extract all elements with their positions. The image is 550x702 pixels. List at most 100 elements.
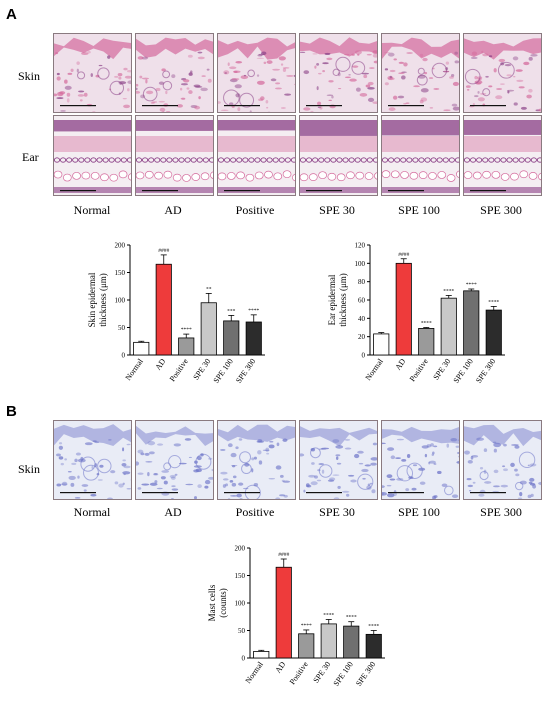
skin-chart-ytick-label: 50: [118, 324, 126, 332]
ear-chart-ytick-label: 40: [358, 315, 366, 323]
mast-chart-ylabel-line2: (counts): [218, 588, 228, 618]
mast-chart-bar-spe100: [343, 625, 360, 659]
ear-chart-ytick-label: 100: [355, 260, 366, 268]
mast-chart-bar-normal: [253, 651, 270, 659]
mast-chart-xtick-positive: Positive: [288, 660, 310, 687]
skin-chart-ytick-label: 100: [115, 297, 126, 305]
ear-chart-sig-positive: ****: [421, 321, 432, 327]
skin-he-image-spe30: [299, 33, 378, 113]
mast-chart-ytick-label: 200: [235, 545, 246, 553]
ear-chart-bar-spe30: [440, 297, 457, 356]
skin-chart-ytick-label: 0: [122, 352, 126, 360]
ear-chart-sig-ad: ####: [398, 252, 409, 258]
mast-chart-sig-spe300: ****: [368, 624, 379, 630]
skin-he-image-positive: [217, 33, 296, 113]
mast-chart-sig-spe100: ****: [346, 615, 357, 621]
ear-chart-xtick-spe100: SPE 100: [452, 357, 475, 385]
mast-chart-ylabel: Mast cells (counts): [207, 584, 228, 621]
ear-chart-bar-normal: [373, 333, 390, 356]
ear-chart-bar-spe100: [463, 290, 480, 356]
row-label-ear: Ear: [22, 150, 39, 164]
mast-chart-ytick-label: 0: [242, 655, 246, 663]
skin-chart-ylabel-line1: Skin epidermal: [87, 272, 97, 327]
mast-chart-xtick-spe100: SPE 100: [332, 660, 355, 688]
skin-tb-image-spe100: [381, 420, 460, 500]
mast-cells-chart: 0 50 100 150 200 Mast cells (counts) Normal ####…: [207, 545, 385, 688]
skin-chart-sig-ad: ####: [158, 248, 169, 254]
mast-chart-sig-ad: ####: [278, 552, 289, 558]
ear-he-image-spe300: [463, 115, 542, 196]
ear-he-image-ad: [135, 115, 214, 196]
skin-chart-bar-positive: [178, 337, 195, 356]
skin-chart-bar-ad: [155, 263, 172, 356]
ear-chart-ytick-label: 60: [358, 297, 366, 305]
skin-chart-bar-spe30: [200, 302, 217, 356]
col-label-spe100: SPE 100: [398, 203, 440, 217]
skin-chart-sig-positive: ****: [181, 327, 192, 333]
skin-chart-bar-normal: [133, 341, 150, 356]
col-label-positive: Positive: [235, 203, 275, 217]
skin-chart-ylabel: Skin epidermal thickness (μm): [87, 272, 108, 327]
skin-chart-sig-spe100: ***: [227, 308, 236, 314]
mast-chart-xtick-ad: AD: [273, 660, 287, 675]
ear-chart-sig-spe30: ****: [443, 288, 454, 294]
ear-chart-ytick-label: 0: [362, 352, 366, 360]
mast-chart-ylabel-line1: Mast cells: [207, 584, 217, 621]
row-label-skin: Skin: [18, 69, 41, 83]
ear-chart-ylabel: Ear epidermal thickness (μm): [327, 273, 348, 327]
ear-chart-xtick-normal: Normal: [363, 356, 385, 382]
mast-chart-ytick-label: 50: [238, 627, 246, 635]
skin-chart-xtick-spe30: SPE 30: [191, 357, 212, 382]
ear-chart-xtick-ad: AD: [393, 357, 407, 372]
mast-chart-bar-spe300: [365, 633, 382, 659]
skin-he-image-spe300: [463, 33, 542, 113]
ear-chart-ylabel-line2: thickness (μm): [338, 273, 348, 327]
ear-chart-xtick-spe30: SPE 30: [431, 357, 452, 382]
col-label-ad: AD: [164, 203, 182, 217]
skin-chart-xtick-spe100: SPE 100: [212, 357, 235, 385]
skin-chart-xtick-ad: AD: [153, 357, 167, 372]
panel-label-a: A: [6, 6, 17, 23]
skin-tb-image-spe30: [299, 420, 378, 500]
skin-chart-ylabel-line2: thickness (μm): [98, 273, 108, 327]
skin-chart-ytick-label: 150: [115, 269, 126, 277]
ear-chart-xtick-positive: Positive: [408, 357, 430, 384]
skin-chart-xtick-normal: Normal: [123, 356, 145, 382]
ear-he-image-spe30: [299, 115, 378, 196]
ear-chart-bar-ad: [395, 262, 412, 356]
ear-chart-ytick-label: 20: [358, 333, 366, 341]
skin-tb-image-spe300: [463, 420, 542, 500]
row-label-skin-b: Skin: [18, 462, 41, 476]
skin-chart-bar-spe100: [223, 320, 240, 356]
mast-chart-sig-spe30: ****: [323, 613, 334, 619]
ear-chart-xtick-spe300: SPE 300: [474, 357, 497, 385]
ear-chart-ytick-label: 80: [358, 278, 366, 286]
skin-he-image-normal: [53, 33, 132, 113]
col-label-b-normal: Normal: [73, 505, 111, 519]
mast-chart-ytick-label: 100: [235, 600, 246, 608]
mast-chart-bar-positive: [298, 633, 315, 659]
skin-chart-bar-spe300: [245, 321, 262, 356]
skin-chart-xtick-spe300: SPE 300: [234, 357, 257, 385]
col-label-normal: Normal: [73, 203, 111, 217]
mast-chart-xtick-spe30: SPE 30: [311, 660, 332, 685]
mast-chart-bar-spe30: [320, 623, 337, 659]
skin-tb-image-positive: [217, 420, 296, 500]
ear-chart-bar-positive: [418, 328, 435, 356]
ear-chart-ytick-label: 120: [355, 242, 366, 250]
col-label-b-spe300: SPE 300: [480, 505, 522, 519]
ear-chart-bar-spe300: [485, 309, 502, 356]
mast-chart-sig-positive: ****: [301, 623, 312, 629]
mast-chart-ytick-label: 150: [235, 572, 246, 580]
skin-chart-sig-spe30: **: [206, 286, 212, 292]
ear-he-image-positive: [217, 115, 296, 196]
skin-chart-xtick-positive: Positive: [168, 357, 190, 384]
col-label-b-positive: Positive: [235, 505, 275, 519]
ear-he-image-spe100: [381, 115, 460, 196]
mast-chart-bar-ad: [275, 566, 292, 659]
panel-label-b: B: [6, 403, 17, 420]
ear-he-image-normal: [53, 115, 132, 196]
ear-chart-ylabel-line1: Ear epidermal: [327, 274, 337, 325]
ear-chart-sig-spe100: ****: [466, 282, 477, 288]
col-label-spe300: SPE 300: [480, 203, 522, 217]
